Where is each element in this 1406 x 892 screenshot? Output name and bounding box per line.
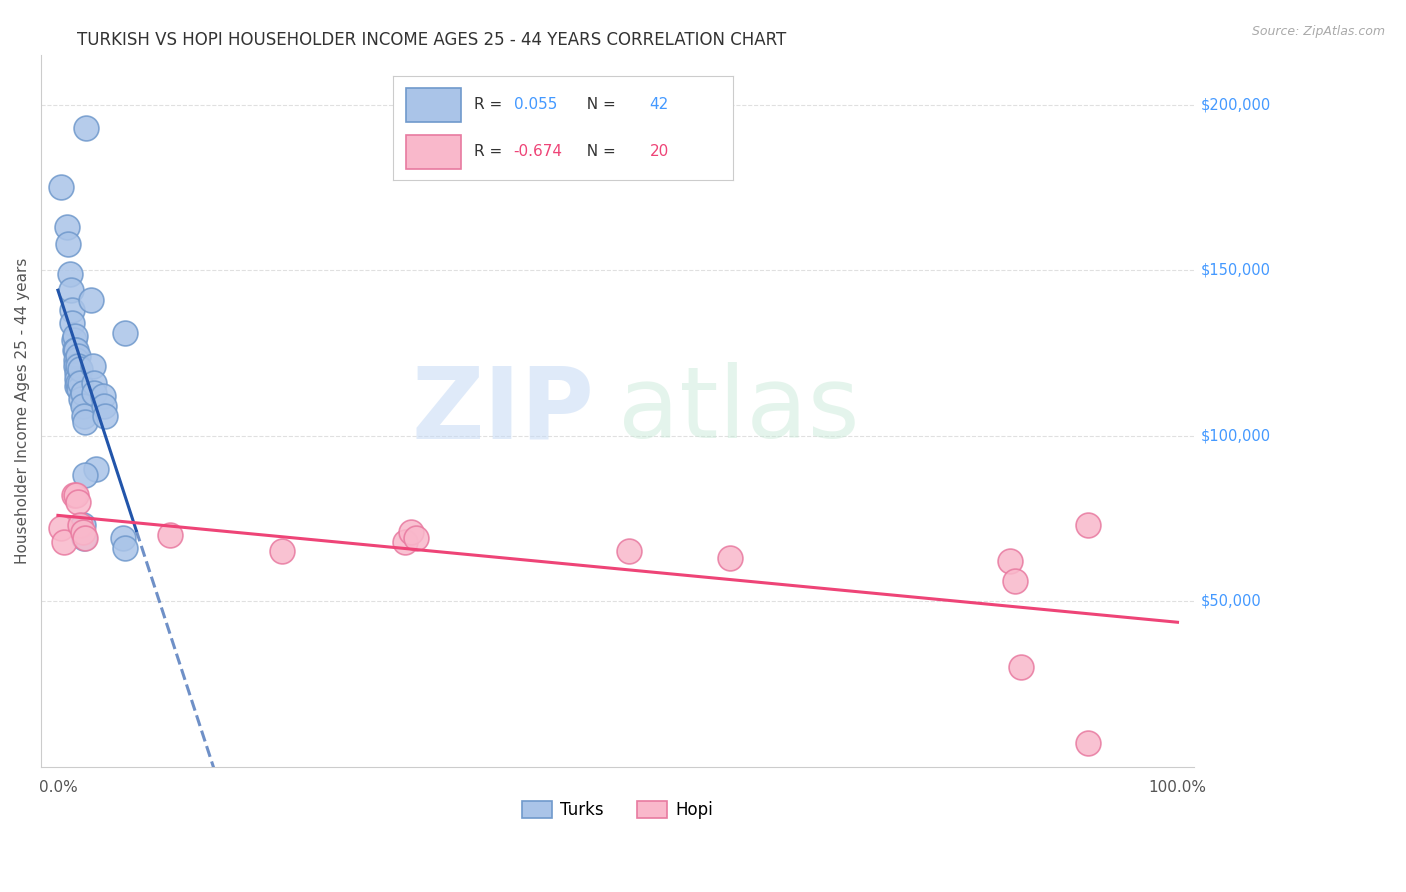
Text: ZIP: ZIP [412, 362, 595, 459]
Text: $100,000: $100,000 [1201, 428, 1271, 443]
Point [67, 495, 90, 509]
Point [67, 382, 90, 396]
Point [83, 385, 105, 400]
Point [72, 399, 94, 413]
Point [67, 349, 90, 363]
Point [998, 554, 1021, 568]
Y-axis label: Householder Income Ages 25 - 44 years: Householder Income Ages 25 - 44 years [15, 258, 30, 564]
Point [94, 409, 117, 423]
Point [1004, 574, 1026, 589]
Point [72, 531, 94, 545]
Point [63, 343, 86, 357]
Point [73, 468, 96, 483]
Point [51, 180, 73, 194]
Point [65, 359, 87, 374]
Text: atlas: atlas [617, 362, 859, 459]
Point [718, 551, 741, 566]
Point [56, 236, 79, 251]
Point [70, 392, 93, 407]
Point [60, 283, 83, 297]
Text: $200,000: $200,000 [1201, 97, 1271, 112]
Point [69, 362, 91, 376]
Point [159, 528, 181, 542]
Point [73, 416, 96, 430]
Point [399, 524, 422, 539]
Point [65, 488, 87, 502]
Point [72, 524, 94, 539]
Point [56, 220, 79, 235]
Point [91, 389, 114, 403]
Point [51, 521, 73, 535]
Point [66, 379, 89, 393]
Point [72, 409, 94, 423]
Point [62, 333, 84, 347]
Point [62, 488, 84, 502]
Legend: Turks, Hopi: Turks, Hopi [516, 794, 720, 826]
Point [111, 531, 134, 545]
Point [62, 316, 84, 330]
Point [72, 385, 94, 400]
Point [83, 376, 105, 390]
Point [72, 518, 94, 533]
Point [75, 120, 97, 135]
Point [80, 293, 103, 307]
Point [93, 399, 115, 413]
Point [62, 302, 84, 317]
Point [65, 352, 87, 367]
Point [1010, 660, 1032, 674]
Point [270, 544, 292, 558]
Text: $50,000: $50,000 [1201, 593, 1263, 608]
Point [114, 541, 136, 556]
Point [59, 267, 82, 281]
Point [405, 531, 427, 545]
Point [63, 329, 86, 343]
Point [394, 534, 416, 549]
Text: $150,000: $150,000 [1201, 263, 1271, 277]
Point [65, 343, 87, 357]
Point [84, 462, 107, 476]
Point [66, 372, 89, 386]
Point [52, 534, 75, 549]
Point [69, 518, 91, 533]
Point [66, 366, 89, 380]
Point [82, 359, 104, 374]
Point [67, 376, 90, 390]
Point [67, 359, 90, 374]
Text: TURKISH VS HOPI HOUSEHOLDER INCOME AGES 25 - 44 YEARS CORRELATION CHART: TURKISH VS HOPI HOUSEHOLDER INCOME AGES … [77, 31, 786, 49]
Point [1077, 736, 1099, 750]
Text: Source: ZipAtlas.com: Source: ZipAtlas.com [1251, 25, 1385, 38]
Point [69, 376, 91, 390]
Point [73, 531, 96, 545]
Point [114, 326, 136, 340]
Point [617, 544, 640, 558]
Point [1077, 518, 1099, 533]
